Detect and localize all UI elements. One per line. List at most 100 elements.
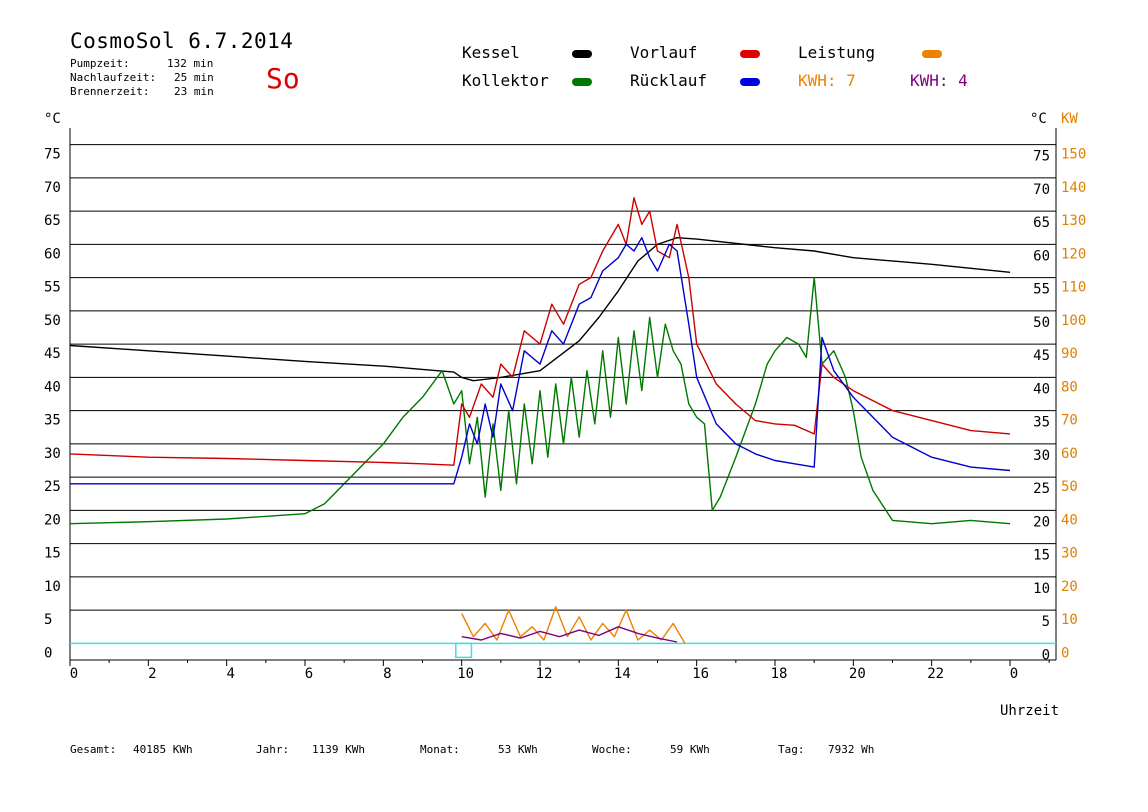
y-tick-label-right: 75 [1033, 149, 1050, 165]
nachlaufzeit-label: Nachlaufzeit: [70, 71, 157, 84]
kw-unit-label: KW [1061, 111, 1078, 127]
kw-tick-label: 150 [1061, 147, 1086, 163]
y-tick-label-right: 0 [1042, 647, 1050, 663]
x-tick-label: 0 [70, 666, 78, 682]
y-tick-label-right: 40 [1033, 381, 1050, 397]
legend-ruecklauf: Rücklauf [630, 71, 708, 90]
y-tick-label-right: 65 [1033, 215, 1050, 231]
kw-tick-label: 100 [1061, 313, 1086, 329]
y-tick-label-left: 45 [44, 346, 61, 362]
pumpzeit-value: 132 min [167, 57, 214, 70]
legend-kwh-1: KWH: 7 [798, 71, 856, 90]
y-tick-label-right: 70 [1033, 182, 1050, 198]
y-tick-label-right: 20 [1033, 514, 1050, 530]
kw-tick-label: 110 [1061, 280, 1086, 296]
kw-tick-label: 130 [1061, 213, 1086, 229]
kw-tick-label: 20 [1061, 579, 1078, 595]
legend-vorlauf: Vorlauf [630, 43, 698, 62]
monat-label: Monat: [420, 743, 460, 756]
x-axis-label: Uhrzeit [1000, 703, 1059, 719]
y-tick-label-left: 25 [44, 479, 61, 495]
kw-tick-label: 90 [1061, 346, 1078, 362]
y-tick-label-left: 35 [44, 413, 61, 429]
series-line-rcklauf [70, 236, 1011, 485]
y-tick-label-left: 10 [44, 579, 61, 595]
kw-tick-label: 80 [1061, 379, 1078, 395]
x-tick-label: 0 [1010, 666, 1018, 682]
x-tick-label: 18 [771, 666, 788, 682]
kw-tick-label: 50 [1061, 479, 1078, 495]
y-tick-label-left: 40 [44, 379, 61, 395]
woche-value: 59 KWh [670, 743, 710, 756]
legend-leistung: Leistung [798, 43, 876, 62]
weekday-label: So [266, 62, 300, 95]
jahr-label: Jahr: [256, 743, 290, 756]
x-tick-label: 14 [614, 666, 631, 682]
chart-title: CosmoSol 6.7.2014 [70, 29, 294, 53]
y-tick-label-right: 10 [1033, 581, 1050, 597]
series-line-vorlauf [69, 197, 1011, 466]
kw-tick-label: 10 [1061, 612, 1078, 628]
kw-tick-label: 120 [1061, 246, 1086, 262]
brennerzeit-value: 23 min [174, 85, 214, 98]
y-tick-label-right: 5 [1042, 614, 1050, 630]
legend-vorlauf-swatch [740, 50, 760, 58]
y-tick-label-right: 45 [1033, 348, 1050, 364]
y-tick-label-left: 0 [44, 645, 52, 661]
legend-kessel: Kessel [462, 43, 520, 62]
y-tick-label-left: 50 [44, 313, 61, 329]
x-tick-label: 10 [457, 666, 474, 682]
y-tick-label-left: 55 [44, 280, 61, 296]
y-tick-label-right: 25 [1033, 481, 1050, 497]
y-tick-label-left: 5 [44, 612, 52, 628]
series-line-kwh [461, 626, 678, 643]
y-tick-label-right: 15 [1033, 548, 1050, 564]
y-tick-label-left: 70 [44, 180, 61, 196]
kw-tick-label: 140 [1061, 180, 1086, 196]
x-tick-label: 22 [927, 666, 944, 682]
series-line-kollektor [69, 276, 1011, 525]
y-tick-label-left: 65 [44, 213, 61, 229]
legend-kollektor-swatch [572, 78, 592, 86]
woche-label: Woche: [592, 743, 632, 756]
kw-tick-label: 60 [1061, 446, 1078, 462]
legend-kessel-swatch [572, 50, 592, 58]
legend-kollektor: Kollektor [462, 71, 549, 90]
y-tick-label-left: 15 [44, 546, 61, 562]
gesamt-label: Gesamt: [70, 743, 117, 756]
y-tick-label-right: 60 [1033, 248, 1050, 264]
y-tick-label-right: 50 [1033, 315, 1050, 331]
legend-ruecklauf-swatch [740, 78, 760, 86]
nachlaufzeit-value: 25 min [174, 71, 214, 84]
legend-leistung-swatch [922, 50, 942, 58]
y-tick-label-left: 60 [44, 246, 61, 262]
legend-kwh-2: KWH: 4 [910, 71, 968, 90]
y-tick-label-right: 55 [1033, 282, 1050, 298]
kw-tick-label: 0 [1061, 645, 1069, 661]
series-line-kessel [69, 236, 1011, 382]
pump-marker [455, 642, 473, 659]
tag-value: 7932 Wh [828, 743, 875, 756]
kw-tick-label: 30 [1061, 546, 1078, 562]
jahr-value: 1139 KWh [312, 743, 365, 756]
x-tick-label: 16 [692, 666, 709, 682]
series-line-leistung [461, 606, 686, 644]
y-unit-right: °C [1030, 111, 1047, 127]
y-tick-label-left: 30 [44, 446, 61, 462]
x-tick-label: 6 [305, 666, 313, 682]
pumpzeit-label: Pumpzeit: [70, 57, 130, 70]
y-tick-label-right: 30 [1033, 448, 1050, 464]
x-tick-label: 20 [849, 666, 866, 682]
brennerzeit-label: Brennerzeit: [70, 85, 150, 98]
tag-label: Tag: [778, 743, 805, 756]
kw-tick-label: 70 [1061, 413, 1078, 429]
y-tick-label-left: 20 [44, 512, 61, 528]
y-unit-left: °C [44, 111, 61, 127]
x-tick-label: 12 [536, 666, 553, 682]
x-tick-label: 8 [383, 666, 391, 682]
x-tick-label: 4 [226, 666, 234, 682]
kw-tick-label: 40 [1061, 512, 1078, 528]
y-tick-label-left: 75 [44, 147, 61, 163]
monat-value: 53 KWh [498, 743, 538, 756]
x-tick-label: 2 [148, 666, 156, 682]
